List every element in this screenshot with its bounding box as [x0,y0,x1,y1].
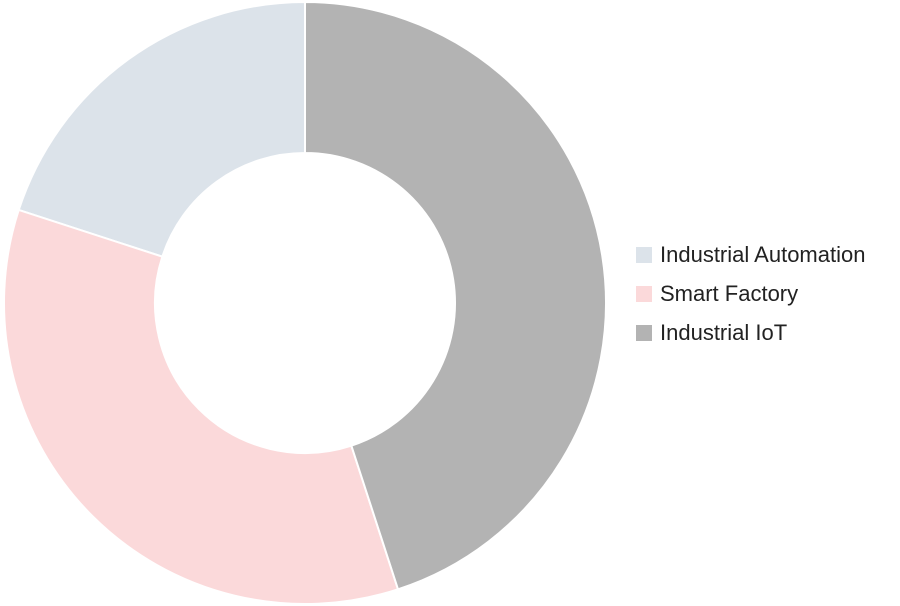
slice-smart-factory[interactable] [3,208,400,605]
legend-swatch-smart-factory [636,286,652,302]
legend-swatch-industrial-automation [636,247,652,263]
slice-industrial-automation[interactable] [17,0,306,258]
legend-label-industrial-automation: Industrial Automation [660,242,866,267]
legend-item-industrial-iot[interactable]: Industrial IoT [636,320,865,345]
chart-legend: Industrial Automation Smart Factory Indu… [636,242,866,362]
legend-item-smart-factory[interactable]: Smart Factory [636,281,865,306]
slice-industrial-iot[interactable] [304,0,607,591]
legend-label-industrial-iot: Industrial IoT [660,320,788,345]
legend-swatch-industrial-iot [636,325,652,341]
legend-item-industrial-automation[interactable]: Industrial Automation [636,242,866,267]
legend-label-smart-factory: Smart Factory [660,281,799,306]
